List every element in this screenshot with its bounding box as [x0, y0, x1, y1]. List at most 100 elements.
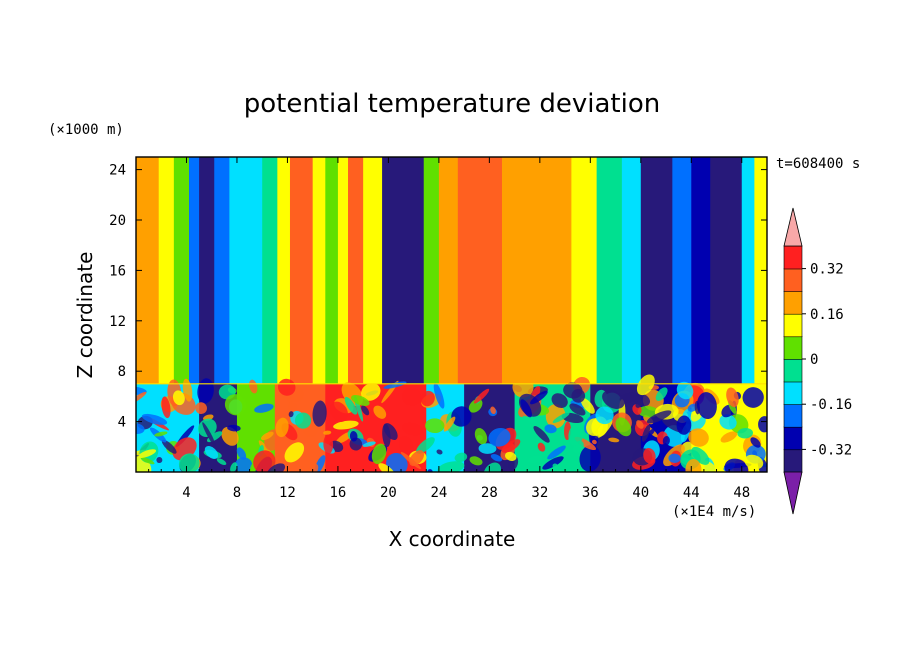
turbulence-blob: [383, 423, 398, 441]
turbulence-blob: [615, 417, 632, 437]
turbulence-blob: [454, 452, 468, 463]
turbulence-blob: [602, 390, 625, 409]
y-tick-label: 8: [118, 364, 126, 380]
turbulence-blob: [520, 399, 532, 418]
turbulence-blob: [637, 406, 659, 418]
turbulence-blob: [551, 393, 568, 408]
turbulence-blob: [720, 431, 738, 443]
upper-band-2: [173, 157, 190, 384]
turbulence-blob: [249, 379, 258, 394]
upper-band-23: [640, 157, 673, 384]
turbulence-blob: [236, 447, 247, 460]
turbulence-blob: [260, 431, 274, 441]
turbulence-blob: [378, 463, 396, 472]
turbulence-blob: [537, 442, 546, 452]
colorbar-tick-label: 0.32: [810, 262, 844, 278]
turbulence-blob: [726, 387, 739, 408]
turbulence-blob: [138, 449, 157, 458]
x-tick-label: 40: [632, 485, 649, 501]
upper-band-24: [672, 157, 692, 384]
x-unit-label: (×1E4 m/s): [672, 504, 756, 520]
y-tick-label: 12: [109, 314, 126, 330]
turbulence-blob: [398, 435, 415, 457]
turbulence-blob: [580, 397, 595, 414]
turbulence-blob: [227, 424, 241, 432]
upper-band-11: [325, 157, 339, 384]
turbulence-blob: [490, 406, 496, 415]
turbulence-blob: [361, 383, 381, 401]
turbulence-blob: [522, 415, 545, 428]
turbulence-blob: [195, 402, 207, 415]
turbulence-blob: [636, 374, 655, 396]
turbulence-blob: [635, 400, 643, 408]
turbulence-blob: [344, 396, 358, 415]
turbulence-blob: [306, 463, 319, 472]
turbulence-blob: [668, 453, 681, 463]
upper-band-9: [289, 157, 314, 384]
x-tick-label: 12: [279, 485, 296, 501]
turbulence-blob: [544, 424, 557, 434]
turbulence-blob: [579, 444, 601, 472]
colorbar-box: [783, 245, 803, 270]
turbulence-blob: [552, 412, 570, 423]
turbulence-blob: [547, 445, 566, 460]
turbulence-blob: [437, 461, 465, 472]
x-axis-label: X coordinate: [389, 527, 516, 551]
turbulence-blob: [254, 403, 274, 413]
turbulence-blob: [512, 376, 534, 398]
turbulence-blob: [333, 420, 359, 430]
turbulence-blob: [230, 462, 238, 472]
turbulence-blob: [474, 427, 488, 445]
upper-band-1: [158, 157, 175, 384]
turbulence-blob: [221, 426, 239, 446]
turbulence-blob: [253, 450, 276, 472]
colorbar-box: [783, 313, 803, 338]
turbulence-blob: [569, 403, 586, 416]
turbulence-blob: [216, 458, 227, 466]
turbulence-blob: [563, 382, 583, 399]
turbulence-blob: [401, 387, 422, 406]
turbulence-blob: [275, 417, 289, 438]
x-tick-label: 28: [481, 485, 498, 501]
turbulence-blob: [323, 430, 332, 435]
turbulence-blob: [182, 378, 193, 402]
colorbar-box: [783, 381, 803, 405]
turbulence-blob: [154, 431, 168, 437]
turbulence-blob: [361, 405, 370, 416]
turbulence-blob: [202, 422, 216, 447]
turbulence-blob: [287, 402, 298, 414]
turbulence-blob: [676, 415, 692, 435]
turbulence-blob: [488, 427, 511, 447]
upper-band-28: [754, 157, 767, 384]
turbulence-blob: [284, 442, 305, 463]
y-axis: 4 8 12 16 20 24: [109, 163, 767, 431]
x-tick-label: 16: [329, 485, 346, 501]
y-axis-label: Z coordinate: [73, 252, 97, 379]
upper-band-5: [214, 157, 230, 384]
turbulence-blob: [416, 437, 435, 454]
colorbar-extend-top: [783, 207, 803, 247]
turbulence-blob: [542, 456, 564, 470]
upper-band-6: [229, 157, 263, 384]
turbulence-blob: [323, 434, 334, 454]
turbulence-blob: [178, 453, 200, 472]
colorbar-box: [783, 449, 803, 473]
turbulence-blob: [501, 439, 521, 453]
turbulence-blob: [646, 410, 672, 424]
upper-band-26: [710, 157, 743, 384]
turbulence-blob: [641, 424, 651, 442]
turbulence-blob: [636, 420, 644, 429]
upper-band-3: [189, 157, 200, 384]
turbulence-blob: [572, 440, 584, 454]
turbulence-blob: [373, 405, 387, 419]
x-tick-label: 20: [380, 485, 397, 501]
turbulence-blob: [697, 445, 722, 456]
upper-band-0: [136, 157, 160, 384]
turbulence-blob: [371, 443, 387, 465]
turbulence-blob: [451, 406, 472, 427]
turbulence-blob: [696, 392, 717, 420]
x-tick-label: 48: [733, 485, 750, 501]
upper-band-7: [262, 157, 278, 384]
turbulence-blob: [685, 458, 702, 472]
y-tick-label: 20: [109, 213, 126, 229]
